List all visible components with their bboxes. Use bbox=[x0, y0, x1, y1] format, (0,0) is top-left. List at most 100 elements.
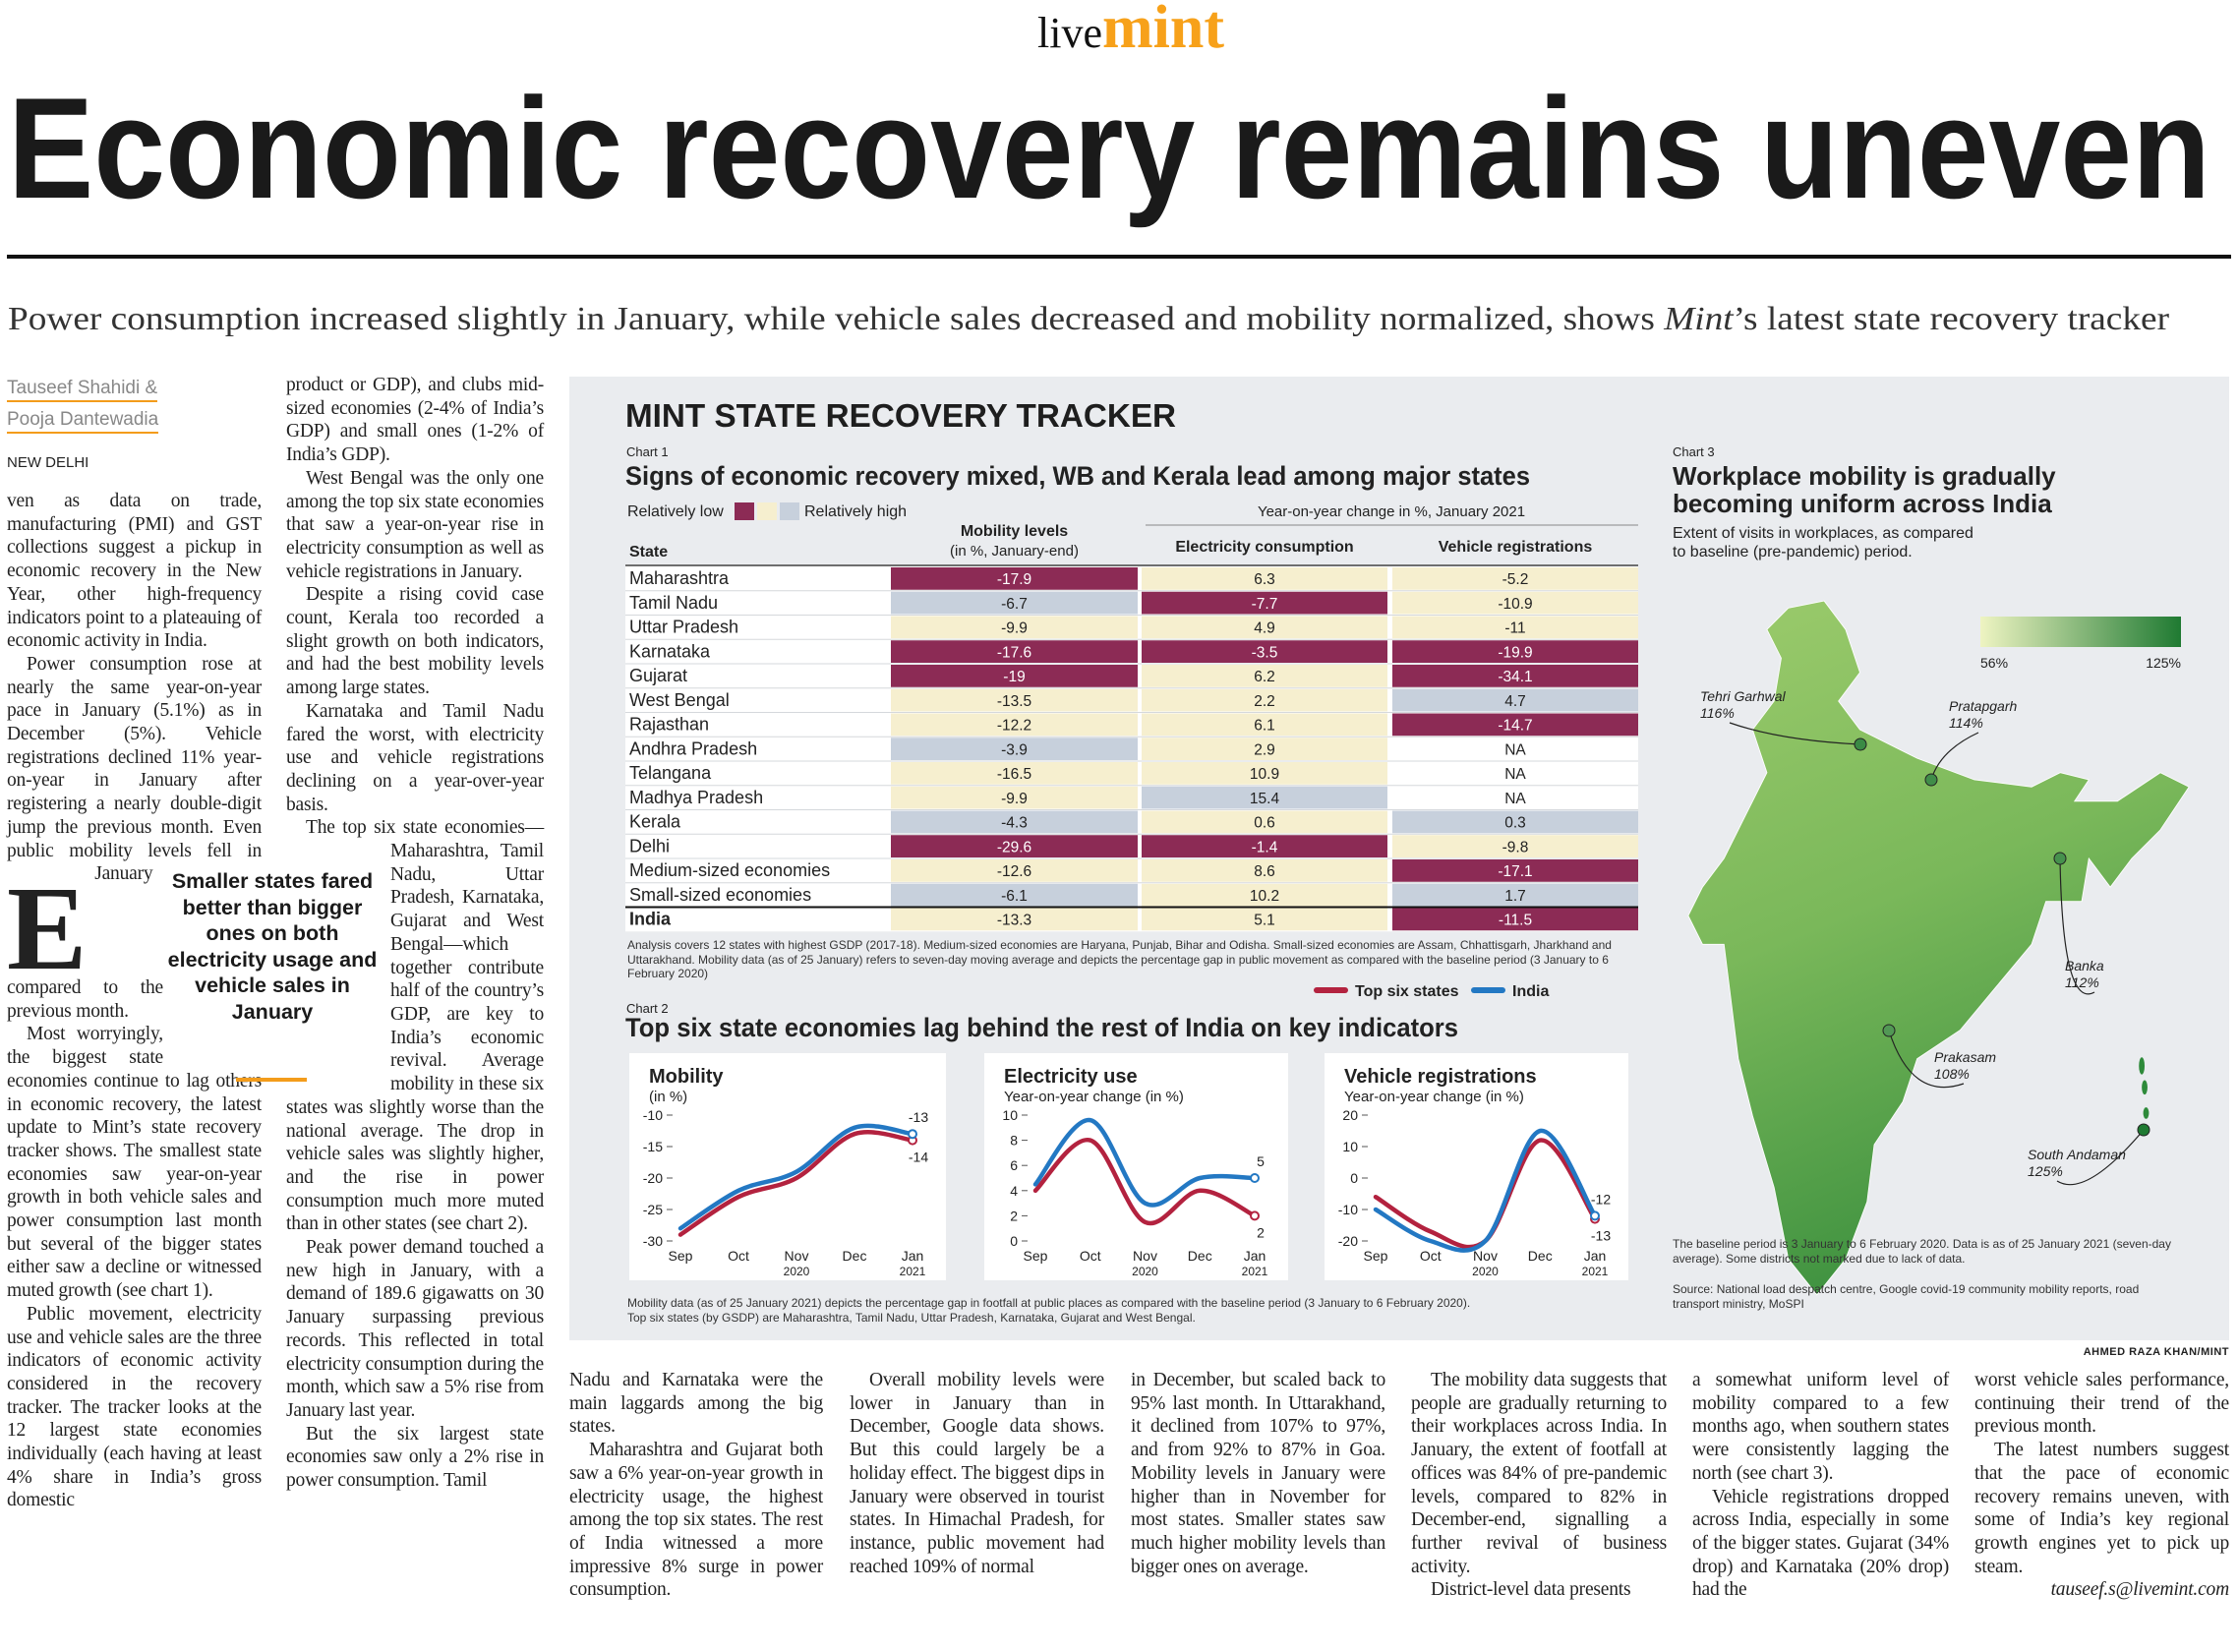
data-label: -12 bbox=[1591, 1191, 1611, 1207]
rule bbox=[7, 255, 2231, 259]
group-header: Year-on-year change in %, January 2021 bbox=[1258, 503, 1525, 520]
legend-label: Relatively high bbox=[804, 503, 907, 520]
table-cell bbox=[1142, 738, 1387, 760]
chart-subtitle: Extent of visits in workplaces, as compa… bbox=[1673, 525, 1973, 542]
table-cell bbox=[1392, 762, 1638, 785]
chart-panel bbox=[1325, 1053, 1628, 1280]
cell-value: 5.1 bbox=[1254, 913, 1275, 929]
cell-value: -3.5 bbox=[1252, 644, 1278, 661]
legend-label: Top six states bbox=[1355, 983, 1459, 1000]
table-cell bbox=[1392, 665, 1638, 687]
cell-value: 1.7 bbox=[1504, 888, 1526, 905]
credit: AHMED RAZA KHAN/MINT bbox=[2084, 1346, 2229, 1358]
paragraph: West Bengal was the only one among the t… bbox=[286, 467, 544, 582]
end-point bbox=[1250, 1173, 1260, 1183]
article-column: The mobility data suggests that people a… bbox=[1411, 1369, 1667, 1602]
panel-title: Electricity use bbox=[1004, 1066, 1138, 1088]
table-cell bbox=[1392, 616, 1638, 639]
table-cell bbox=[891, 567, 1138, 590]
table-cell bbox=[1142, 883, 1387, 907]
paragraph: worst vehicle sales performance, continu… bbox=[1974, 1370, 2229, 1438]
paragraph: a somewhat uniform level of mobility com… bbox=[1692, 1370, 1949, 1484]
series-line bbox=[1032, 1117, 1258, 1208]
x-tick-label: Nov bbox=[1473, 1248, 1498, 1264]
chart-panel bbox=[629, 1053, 946, 1280]
color-scale bbox=[1980, 617, 2181, 647]
masthead-live: live bbox=[1037, 9, 1102, 57]
cell-value: -5.2 bbox=[1502, 571, 1529, 588]
chart-subtitle: to baseline (pre-pandemic) period. bbox=[1673, 544, 1913, 560]
y-tick-label: 2 bbox=[1010, 1208, 1018, 1223]
cell-value: NA bbox=[1504, 791, 1526, 807]
x-tick-label: Sep bbox=[1024, 1248, 1048, 1264]
column-header: Electricity consumption bbox=[1175, 539, 1353, 556]
cell-value: 4.7 bbox=[1504, 693, 1526, 710]
cell-value: -17.9 bbox=[997, 571, 1031, 588]
table-cell bbox=[1142, 810, 1387, 834]
y-tick-label: -10 bbox=[643, 1107, 663, 1123]
paragraph: Even as data on trade, manufacturing (PM… bbox=[7, 491, 262, 995]
paragraph: Power consumption rose at nearly the sam… bbox=[7, 653, 262, 1022]
data-label: -13 bbox=[1591, 1228, 1611, 1244]
end-point bbox=[1250, 1210, 1260, 1221]
cell-value: -19.9 bbox=[1498, 644, 1532, 661]
y-tick-label: -20 bbox=[643, 1170, 663, 1186]
end-point bbox=[1590, 1210, 1600, 1221]
legend-label: India bbox=[1512, 983, 1549, 1000]
cell-value: -12.2 bbox=[997, 718, 1031, 735]
cell-value: -11.5 bbox=[1499, 913, 1532, 929]
column-header: Mobility levels bbox=[961, 523, 1068, 540]
table-cell bbox=[891, 640, 1138, 663]
cell-value: -13.3 bbox=[997, 913, 1031, 929]
y-tick-label: 0 bbox=[1350, 1170, 1358, 1186]
table-cell bbox=[1142, 616, 1387, 639]
district-name: South Andaman bbox=[2028, 1147, 2126, 1162]
cell-value: 0.3 bbox=[1504, 815, 1526, 832]
table-cell bbox=[891, 908, 1138, 931]
table-cell bbox=[891, 810, 1138, 834]
cell-value: -9.8 bbox=[1502, 839, 1529, 856]
cell-value: -1.4 bbox=[1252, 839, 1278, 856]
district-value: 112% bbox=[2065, 974, 2099, 990]
state-name: Delhi bbox=[629, 836, 670, 856]
data-label: -13 bbox=[909, 1109, 928, 1125]
column-subheader: (in %, January-end) bbox=[950, 543, 1079, 560]
cell-value: 2.9 bbox=[1254, 741, 1275, 758]
x-tick-label: Jan bbox=[902, 1248, 924, 1264]
paragraph: Despite a rising covid case count, Keral… bbox=[286, 584, 544, 699]
district-name: Prakasam bbox=[1934, 1049, 1996, 1065]
paragraph: The top six state economies—Maharashtra,… bbox=[286, 817, 544, 1235]
table-cell bbox=[891, 591, 1138, 615]
district-mark bbox=[2053, 852, 2067, 865]
paragraph: Most worryingly, the biggest state econo… bbox=[7, 1024, 262, 1302]
x-tick-label: Oct bbox=[728, 1248, 749, 1264]
cell-value: 10.9 bbox=[1250, 766, 1279, 783]
cell-value: 15.4 bbox=[1250, 791, 1280, 807]
leader-line bbox=[2056, 1129, 2145, 1186]
table-cell bbox=[891, 738, 1138, 760]
state-name: Tamil Nadu bbox=[629, 593, 718, 613]
district-mark bbox=[1924, 773, 1938, 787]
district-name: Banka bbox=[2065, 958, 2104, 974]
cell-value: -19 bbox=[1003, 669, 1025, 685]
x-year-label: 2021 bbox=[900, 1265, 926, 1278]
table-cell bbox=[1392, 859, 1638, 882]
table-cell bbox=[1392, 835, 1638, 857]
state-name: Small-sized economies bbox=[629, 885, 811, 905]
state-name: West Bengal bbox=[629, 690, 730, 710]
y-tick-label: -30 bbox=[643, 1233, 663, 1249]
table-cell bbox=[891, 762, 1138, 785]
x-tick-label: Jan bbox=[1244, 1248, 1266, 1264]
series-line bbox=[677, 1130, 915, 1237]
chart-title: becoming uniform across India bbox=[1673, 489, 2052, 518]
article-column: Even as data on trade, manufacturing (PM… bbox=[7, 490, 262, 1512]
y-tick-label: 0 bbox=[1010, 1233, 1018, 1249]
x-tick-label: Nov bbox=[785, 1248, 809, 1264]
graphic-title: MINT STATE RECOVERY TRACKER bbox=[625, 397, 1176, 434]
paragraph: Vehicle registrations dropped across Ind… bbox=[1692, 1486, 1949, 1601]
table-cell bbox=[1142, 786, 1387, 809]
cell-value: -10.9 bbox=[1498, 596, 1532, 613]
legend-label: Relatively low bbox=[627, 503, 724, 520]
byline: Tauseef Shahidi & bbox=[7, 378, 158, 402]
